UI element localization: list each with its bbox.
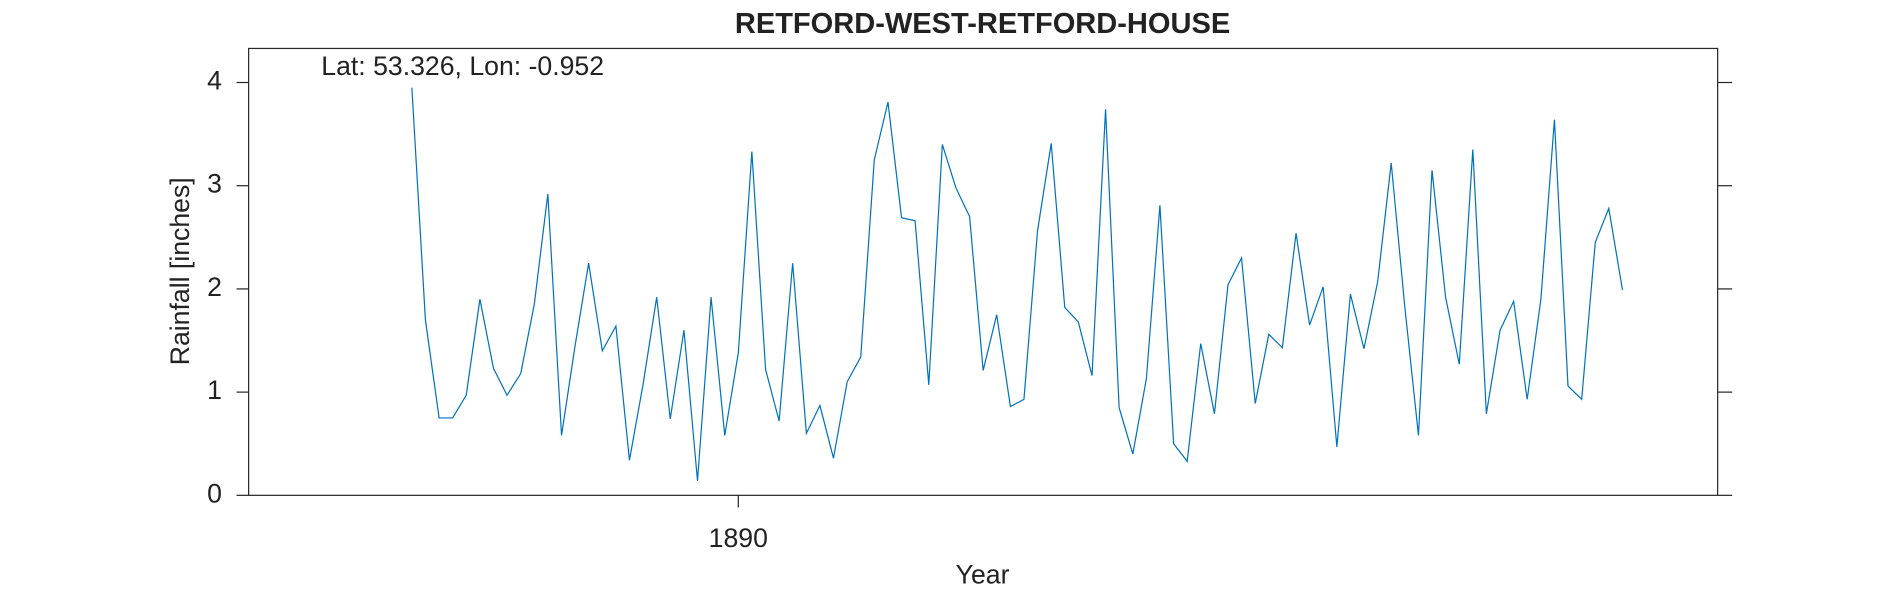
x-axis-label: Year [956, 559, 1010, 589]
y-tick-label: 3 [207, 169, 222, 199]
y-tick-label: 1 [207, 375, 222, 405]
y-tick-label: 4 [207, 66, 222, 96]
plot-box [248, 47, 1719, 496]
chart-title: RETFORD-WEST-RETFORD-HOUSE [735, 8, 1230, 40]
y-tick-label: 0 [207, 478, 222, 508]
annotation: Lat: 53.326, Lon: -0.952 [321, 51, 604, 81]
x-tick-label: 1890 [709, 523, 768, 553]
data-line [411, 87, 1624, 481]
y-tick-label: 2 [207, 272, 222, 302]
y-axis-label: Rainfall [inches] [165, 177, 195, 365]
